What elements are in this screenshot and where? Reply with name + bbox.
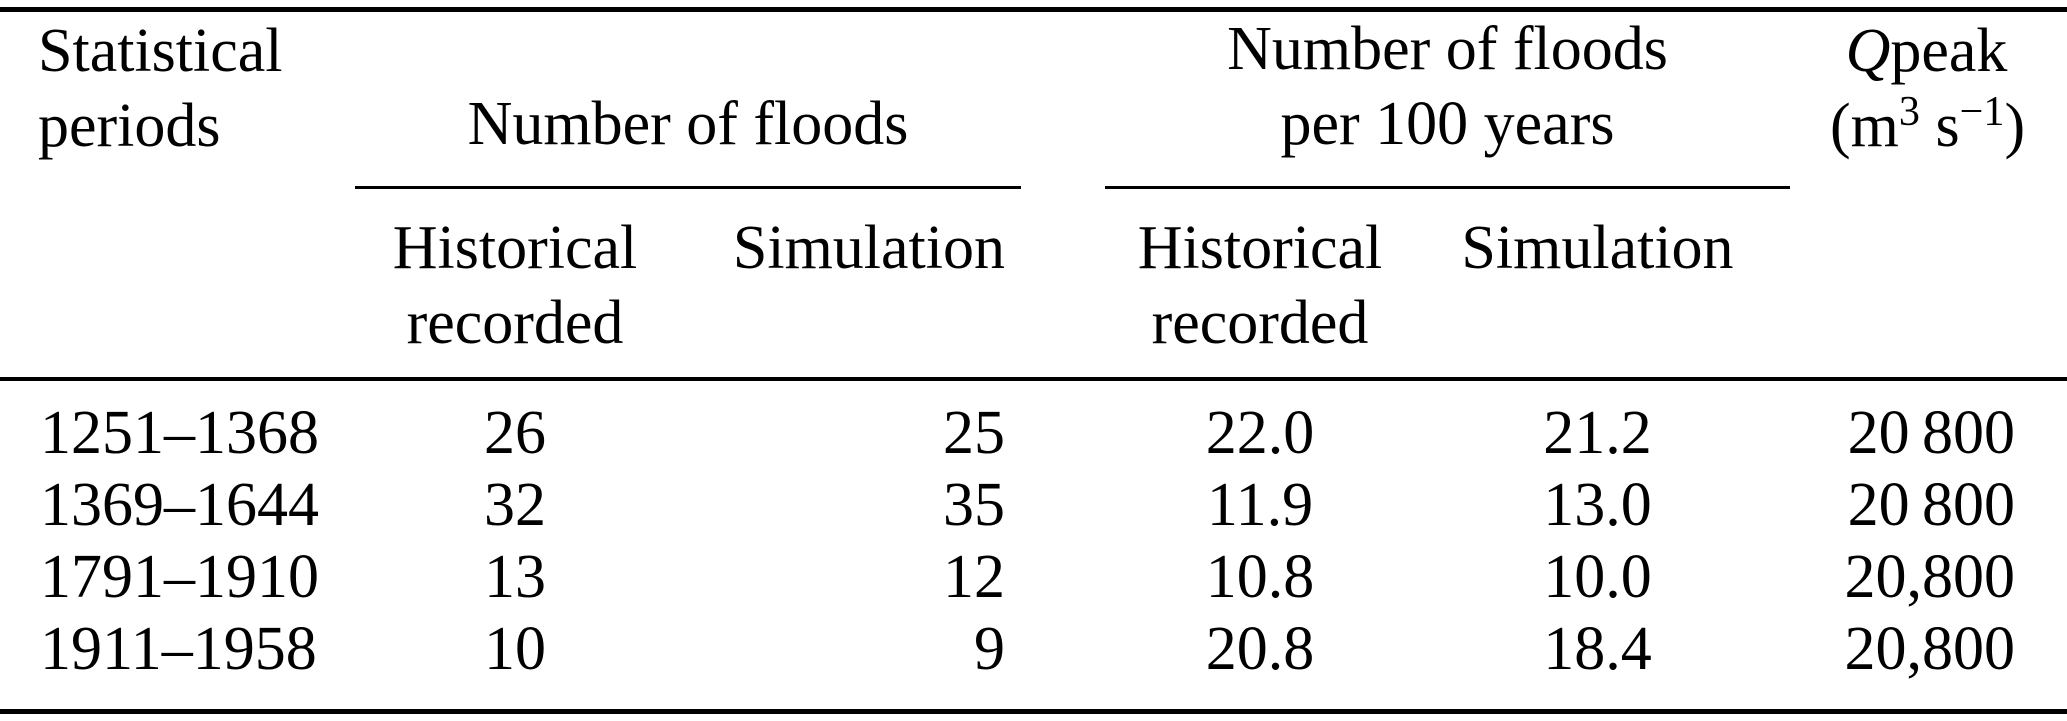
header-statistical-periods-line2: periods: [38, 92, 221, 160]
cell-nf_sim: 25: [943, 399, 1005, 467]
table-row: 1369–1644 32 35 11.9 13.0 20 800: [0, 469, 2067, 541]
cell-nf_sim: 12: [943, 543, 1005, 611]
header-qpeak: Qpeak (m3 s−1): [1830, 10, 2067, 190]
group-header-number-of-floods-label: Number of floods: [467, 90, 909, 158]
header-qpeak-units: (m3 s−1): [1830, 87, 2026, 164]
header-statistical-periods-line1: Statistical: [38, 17, 283, 85]
cell-nf_sim: 9: [974, 615, 1005, 683]
header-row-subcolumns: Historical recorded Simulation Historica…: [0, 189, 2067, 381]
cell-nf_hist: 10: [484, 615, 546, 683]
subheader-historical-line2: recorded: [406, 289, 624, 357]
cell-nf100_hist: 10.8: [1205, 543, 1315, 611]
subheader-simulation-label: Simulation: [1461, 214, 1734, 282]
table-body: 1251–1368 26 25 22.0 21.2 20 800 1369–1644 32 35…: [0, 379, 2067, 712]
header-statistical-periods: Statistical periods: [0, 10, 345, 190]
cell-nf100_hist: 20.8: [1205, 615, 1315, 683]
group-header-number-of-floods: Number of floods: [345, 10, 1065, 189]
subheader-historical-recorded-floods: Historical recorded: [345, 189, 665, 381]
qpeak-unit-exp1: 3: [1898, 87, 1920, 135]
cell-nf100_sim: 10.0: [1543, 543, 1652, 611]
qpeak-unit-open: (m: [1830, 92, 1899, 160]
cell-nf_hist: 32: [484, 471, 546, 539]
cell-nf100_sim: 13.0: [1543, 471, 1652, 539]
header-empty-cell-left: [0, 189, 345, 381]
group-header-floods-per-100-years: Number of floods per 100 years: [1065, 10, 1830, 189]
group-header-floods-per-100-years-rule: Number of floods per 100 years: [1105, 12, 1790, 189]
subheader-simulation-label: Simulation: [732, 214, 1005, 282]
cell-qpeak: 20 800: [1847, 399, 2015, 467]
subheader-historical-line2: recorded: [1151, 289, 1369, 357]
table-row: 1911–1958 10 9 20.8 18.4 20,800: [0, 613, 2067, 712]
cell-period: 1369–1644: [40, 471, 319, 539]
group-header-floods-per-100-years-line2: per 100 years: [1280, 90, 1615, 158]
cell-nf_hist: 26: [484, 399, 546, 467]
cell-nf100_sim: 21.2: [1543, 399, 1652, 467]
cell-nf100_hist: 22.0: [1205, 399, 1315, 467]
table-row: 1251–1368 26 25 22.0 21.2 20 800: [0, 379, 2067, 469]
flood-statistics-table: Statistical periods Number of floods Num…: [0, 7, 2067, 714]
subheader-historical-recorded-per100: Historical recorded: [1065, 189, 1405, 381]
cell-qpeak: 20 800: [1847, 471, 2015, 539]
subheader-historical-line1: Historical: [392, 214, 638, 282]
cell-nf100_sim: 18.4: [1543, 615, 1652, 683]
subheader-simulation-per100: Simulation: [1405, 189, 1830, 381]
cell-period: 1251–1368: [40, 399, 319, 467]
header-qpeak-line1: Qpeak: [1830, 14, 2023, 89]
cell-nf100_hist: 11.9: [1206, 471, 1314, 539]
header-row-groups: Statistical periods Number of floods Num…: [0, 10, 2067, 190]
subheader-historical-line1: Historical: [1137, 214, 1383, 282]
cell-period: 1911–1958: [40, 615, 317, 683]
cell-period: 1791–1910: [40, 543, 319, 611]
cell-nf_hist: 13: [484, 543, 546, 611]
subheader-simulation-floods: Simulation: [665, 189, 1065, 381]
table-header: Statistical periods Number of floods Num…: [0, 10, 2067, 381]
table-row: 1791–1910 13 12 10.8 10.0 20,800: [0, 541, 2067, 613]
qpeak-unit-exp2: −1: [1959, 87, 2005, 135]
cell-qpeak: 20,800: [1844, 543, 2016, 611]
group-header-number-of-floods-rule: Number of floods: [355, 87, 1021, 189]
qpeak-unit-mid: s: [1919, 92, 1960, 160]
qpeak-symbol: Q: [1845, 17, 1891, 85]
cell-nf_sim: 35: [943, 471, 1005, 539]
header-empty-cell-right: [1830, 189, 2067, 381]
qpeak-unit-close: ): [2004, 92, 2026, 160]
cell-qpeak: 20,800: [1844, 615, 2016, 683]
group-header-floods-per-100-years-line1: Number of floods: [1227, 15, 1668, 83]
qpeak-label: peak: [1890, 17, 2008, 85]
